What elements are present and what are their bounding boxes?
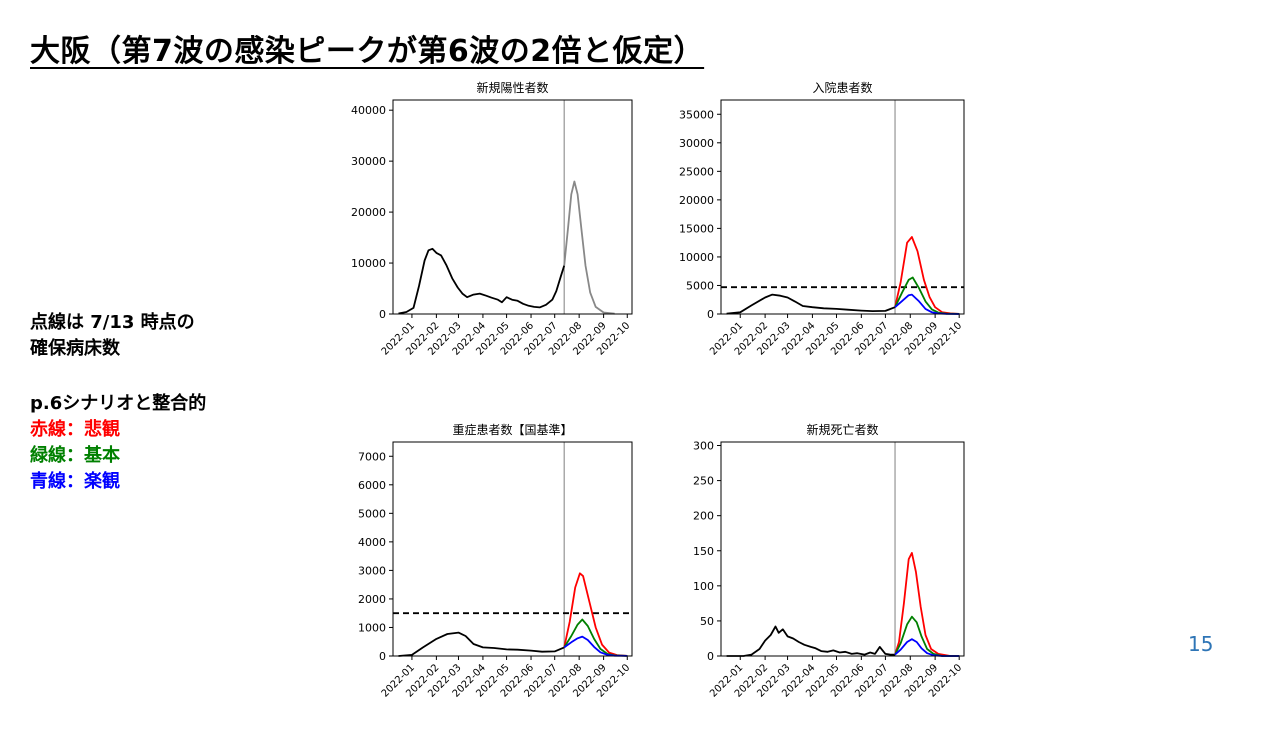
chart-severe-ytick-label-0: 0	[379, 650, 386, 663]
chart-new-positive-series-actual	[398, 247, 566, 315]
chart-severe-ytick-label-4: 4000	[358, 536, 386, 549]
chart-hospitalized-ytick-label-5: 25000	[679, 165, 714, 178]
chart-severe-ytick-label-3: 3000	[358, 564, 386, 577]
scenario-header: p.6シナリオと整合的	[30, 393, 207, 414]
chart-severe-patients: 重症患者数【国基準】010002000300040005000600070002…	[358, 422, 633, 700]
chart-deaths-frame	[720, 441, 965, 657]
chart-hospitalized-ytick-label-0: 0	[707, 308, 714, 321]
chart-severe-ytick-label-5: 5000	[358, 507, 386, 520]
page-number: 15	[1188, 632, 1214, 656]
chart-new-positive-ytick-label-1: 10000	[351, 257, 386, 270]
legend-optimistic: 青線：楽観	[30, 471, 120, 492]
chart-severe-title: 重症患者数【国基準】	[452, 422, 572, 437]
chart-hospitalized-ytick-label-3: 15000	[679, 222, 714, 235]
chart-severe-series-actual	[398, 631, 565, 657]
chart-deaths-ytick-label-1: 50	[700, 615, 714, 628]
chart-new-positive-title: 新規陽性者数	[476, 80, 548, 95]
chart-new-positive-ytick-label-3: 30000	[351, 155, 386, 168]
chart-hospitalized-ytick-label-6: 30000	[679, 137, 714, 150]
legend-pessimistic: 赤線：悲観	[30, 419, 120, 440]
bed-note-line-2: 確保病床数	[30, 338, 120, 359]
chart-deaths-ytick-label-6: 300	[693, 440, 714, 453]
chart-severe-ytick-label-6: 6000	[358, 479, 386, 492]
chart-severe-series-pessimistic	[563, 572, 628, 657]
chart-new-positive-cases: 新規陽性者数0100002000030000400002022-012022-0…	[351, 80, 633, 358]
chart-hospitalized-series-base	[894, 276, 960, 315]
chart-deaths-series-pessimistic	[894, 552, 960, 657]
slide-title: 大阪（第7波の感染ピークが第6波の2倍と仮定）	[30, 34, 705, 69]
chart-hospitalized-series-actual	[726, 293, 896, 315]
chart-new-positive-ytick-label-4: 40000	[351, 104, 386, 117]
chart-hospitalized-ytick-label-2: 10000	[679, 251, 714, 264]
chart-hospitalized-ytick-label-4: 20000	[679, 194, 714, 207]
bed-note-line-1: 点線は 7/13 時点の	[30, 312, 195, 333]
chart-hospitalized-patients: 入院患者数 0 5000 10000 15000 20000 25000 30000 35000…	[679, 80, 965, 358]
chart-severe-ytick-label-7: 7000	[358, 450, 386, 463]
chart-deaths-ytick-label-2: 100	[693, 580, 714, 593]
chart-deaths-title: 新規死亡者数	[806, 422, 878, 437]
chart-hospitalized-ytick-label-1: 5000	[686, 279, 714, 292]
chart-new-positive-ytick-label-0: 0	[379, 308, 386, 321]
legend-base: 緑線：基本	[30, 445, 120, 466]
chart-deaths-ytick-label-3: 150	[693, 545, 714, 558]
chart-severe-ytick-label-2: 2000	[358, 593, 386, 606]
chart-hospitalized-ytick-label-7: 35000	[679, 108, 714, 121]
chart-hospitalized-title: 入院患者数	[812, 80, 872, 95]
chart-severe-frame	[392, 441, 633, 657]
chart-deaths-ytick-label-0: 0	[707, 650, 714, 663]
chart-new-deaths: 新規死亡者数0501001502002503002022-012022-0220…	[693, 422, 965, 700]
chart-new-positive-series-projection	[563, 180, 615, 315]
chart-deaths-ytick-label-5: 250	[693, 475, 714, 488]
chart-deaths-series-actual	[726, 625, 895, 657]
chart-new-positive-frame	[392, 99, 633, 315]
chart-severe-ytick-label-1: 1000	[358, 621, 386, 634]
chart-severe-series-optimistic	[563, 635, 628, 657]
scenario-legend: p.6シナリオと整合的 赤線：悲観 緑線：基本 青線：楽観	[30, 391, 206, 495]
chart-hospitalized-frame	[720, 99, 965, 315]
chart-new-positive-ytick-label-2: 20000	[351, 206, 386, 219]
chart-deaths-series-base	[894, 615, 960, 657]
chart-deaths-ytick-label-4: 200	[693, 510, 714, 523]
bed-capacity-note: 点線は 7/13 時点の 確保病床数	[30, 310, 195, 362]
